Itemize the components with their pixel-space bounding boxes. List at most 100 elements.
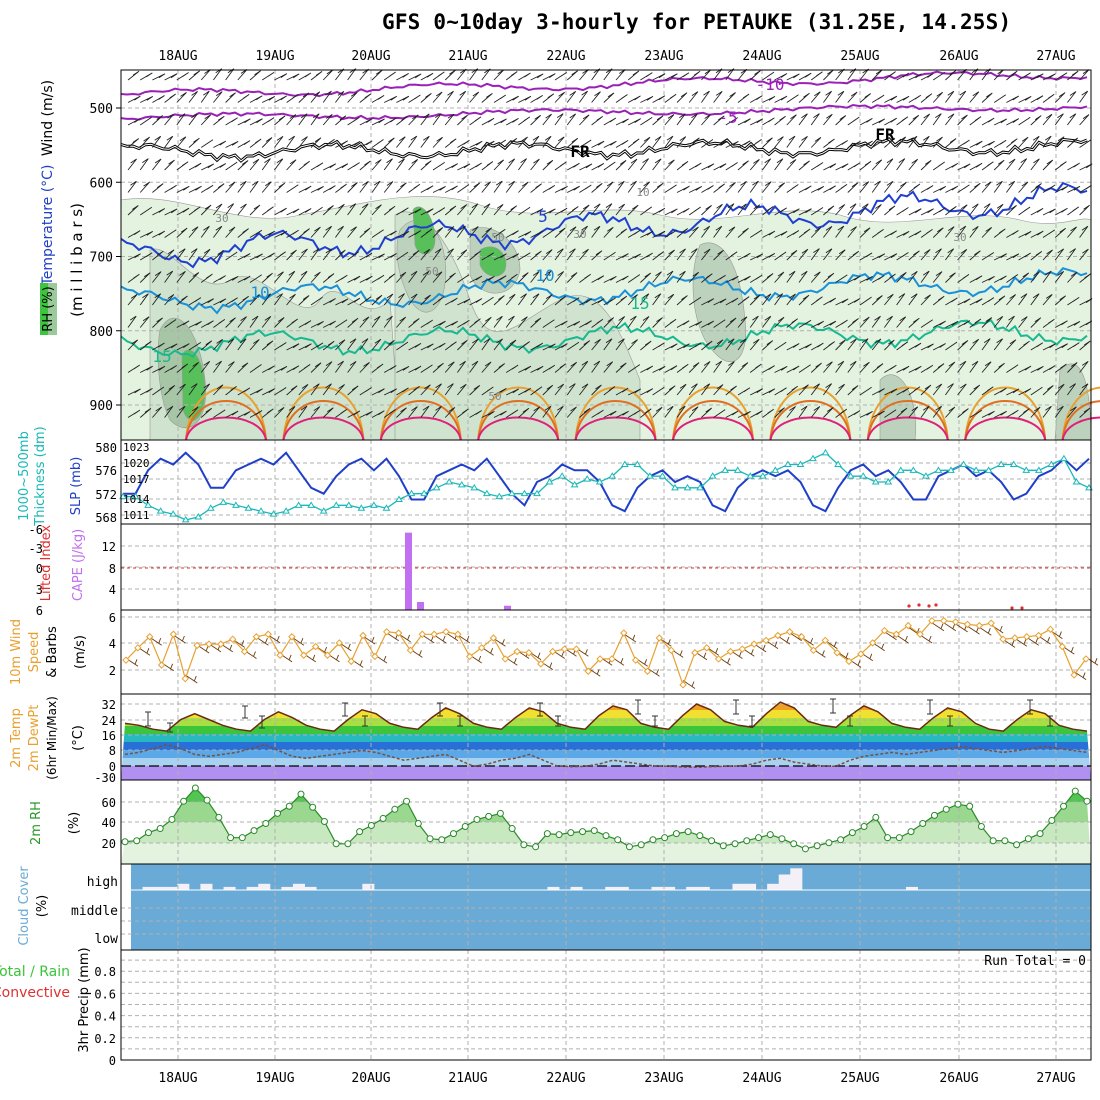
- wind-barb: [1006, 388, 1020, 396]
- wind-speed-point: [999, 635, 1007, 643]
- wind-barb: [542, 343, 556, 351]
- wind-barb: [432, 71, 445, 81]
- wind-barb: [420, 405, 430, 418]
- wind-barb: [811, 185, 825, 193]
- wind-barb: [1042, 159, 1054, 171]
- wind-barb: [188, 406, 199, 418]
- wind-barb: [1054, 271, 1065, 283]
- wind-barb: [579, 114, 590, 126]
- temp-tick: -30: [94, 771, 116, 785]
- wind-barb: [1054, 136, 1065, 148]
- wind-barb: [774, 387, 787, 396]
- wind-barb: [493, 410, 507, 418]
- wind-barb: [420, 384, 431, 396]
- wind-barb: [322, 205, 334, 216]
- wind-barb: [408, 73, 422, 81]
- temp-contour-15: [120, 319, 1088, 358]
- rh-point: [1036, 830, 1044, 838]
- thickness-point: [972, 466, 980, 473]
- wind-barb: [225, 386, 237, 396]
- wind-barb: [408, 293, 418, 306]
- wind-barb: [237, 94, 250, 103]
- side-label: 1000~500mb: [17, 431, 32, 521]
- wind-barb: [993, 159, 1005, 171]
- wind-speed-point: [323, 651, 332, 659]
- thickness-point: [244, 504, 253, 511]
- cloud-high-bar: [154, 886, 167, 890]
- wind-barb: [139, 116, 153, 126]
- wind-barb: [249, 204, 261, 216]
- wind-speed-point: [655, 634, 664, 642]
- wind-barb: [847, 203, 857, 216]
- wind-barb: [810, 271, 821, 283]
- wind-barb: [298, 160, 310, 171]
- wind-barb: [1006, 138, 1018, 148]
- wind-barb: [1067, 137, 1079, 148]
- wind-barb: [469, 410, 482, 418]
- li-point: [934, 603, 938, 607]
- cloud-high-bar: [732, 883, 745, 890]
- side-label: 2m RH: [29, 801, 44, 845]
- wind-barb: [676, 185, 690, 193]
- wind-barb: [1042, 343, 1056, 351]
- wind-barb: [139, 293, 149, 306]
- wind-barb: [396, 407, 407, 418]
- wind-barb: [652, 158, 662, 171]
- wind-barb: [481, 68, 491, 81]
- wind-barb: [1030, 230, 1044, 238]
- wind-barb: [432, 91, 443, 103]
- wind-speed-point: [276, 651, 284, 659]
- wind-barb: [335, 91, 345, 103]
- wind-barb: [993, 387, 1007, 396]
- wind-barb: [542, 159, 554, 171]
- wind-barb: [652, 406, 663, 418]
- wind-barb: [945, 206, 957, 216]
- cape-bar: [504, 605, 511, 610]
- rh-point: [837, 836, 845, 844]
- wind-barb: [542, 294, 553, 306]
- wind-barb: [518, 72, 531, 81]
- wind-barb: [615, 410, 629, 418]
- wind-barb: [1054, 185, 1068, 193]
- wind-barb: [1030, 251, 1043, 261]
- wind-speed-point: [489, 634, 498, 642]
- side-label: Wind (m/s): [40, 80, 56, 156]
- wind-barb: [139, 316, 150, 328]
- wind-speed-point: [821, 636, 829, 645]
- wind-barb: [139, 158, 149, 171]
- wind-barb: [1067, 320, 1081, 328]
- wind-barb: [823, 383, 832, 396]
- wind-barb: [213, 183, 225, 193]
- wind-barb: [139, 365, 153, 373]
- wind-barb: [749, 159, 760, 171]
- wind-speed-point: [217, 640, 225, 648]
- thickness-point: [319, 507, 328, 514]
- wind-barb: [383, 340, 395, 351]
- wind-barb: [152, 115, 164, 126]
- thickness-point: [194, 513, 203, 520]
- wind-barb: [615, 118, 629, 126]
- wind-barb: [530, 293, 540, 306]
- wind-barb: [957, 163, 971, 171]
- wind-barb: [1042, 184, 1056, 193]
- li-tick: 6: [36, 604, 43, 618]
- wind-barb: [627, 180, 637, 193]
- wind-barb: [408, 135, 418, 148]
- rh-point: [930, 811, 938, 819]
- wind-barb: [810, 383, 820, 396]
- wind-barb: [591, 298, 605, 306]
- wind-barb: [810, 113, 820, 126]
- wind-barb: [920, 73, 934, 81]
- minmax-whisker: [635, 699, 641, 715]
- wind-barb: [737, 160, 749, 171]
- temp-contour-warm: [477, 386, 560, 441]
- minmax-whisker: [342, 702, 348, 717]
- cloud-level-label: low: [95, 932, 119, 947]
- wind-barb: [615, 362, 627, 373]
- rh-point: [238, 834, 246, 842]
- wind-barb: [798, 113, 808, 126]
- wind-barb: [725, 361, 735, 373]
- wind-barb: [261, 252, 275, 261]
- wind-barb: [176, 405, 186, 418]
